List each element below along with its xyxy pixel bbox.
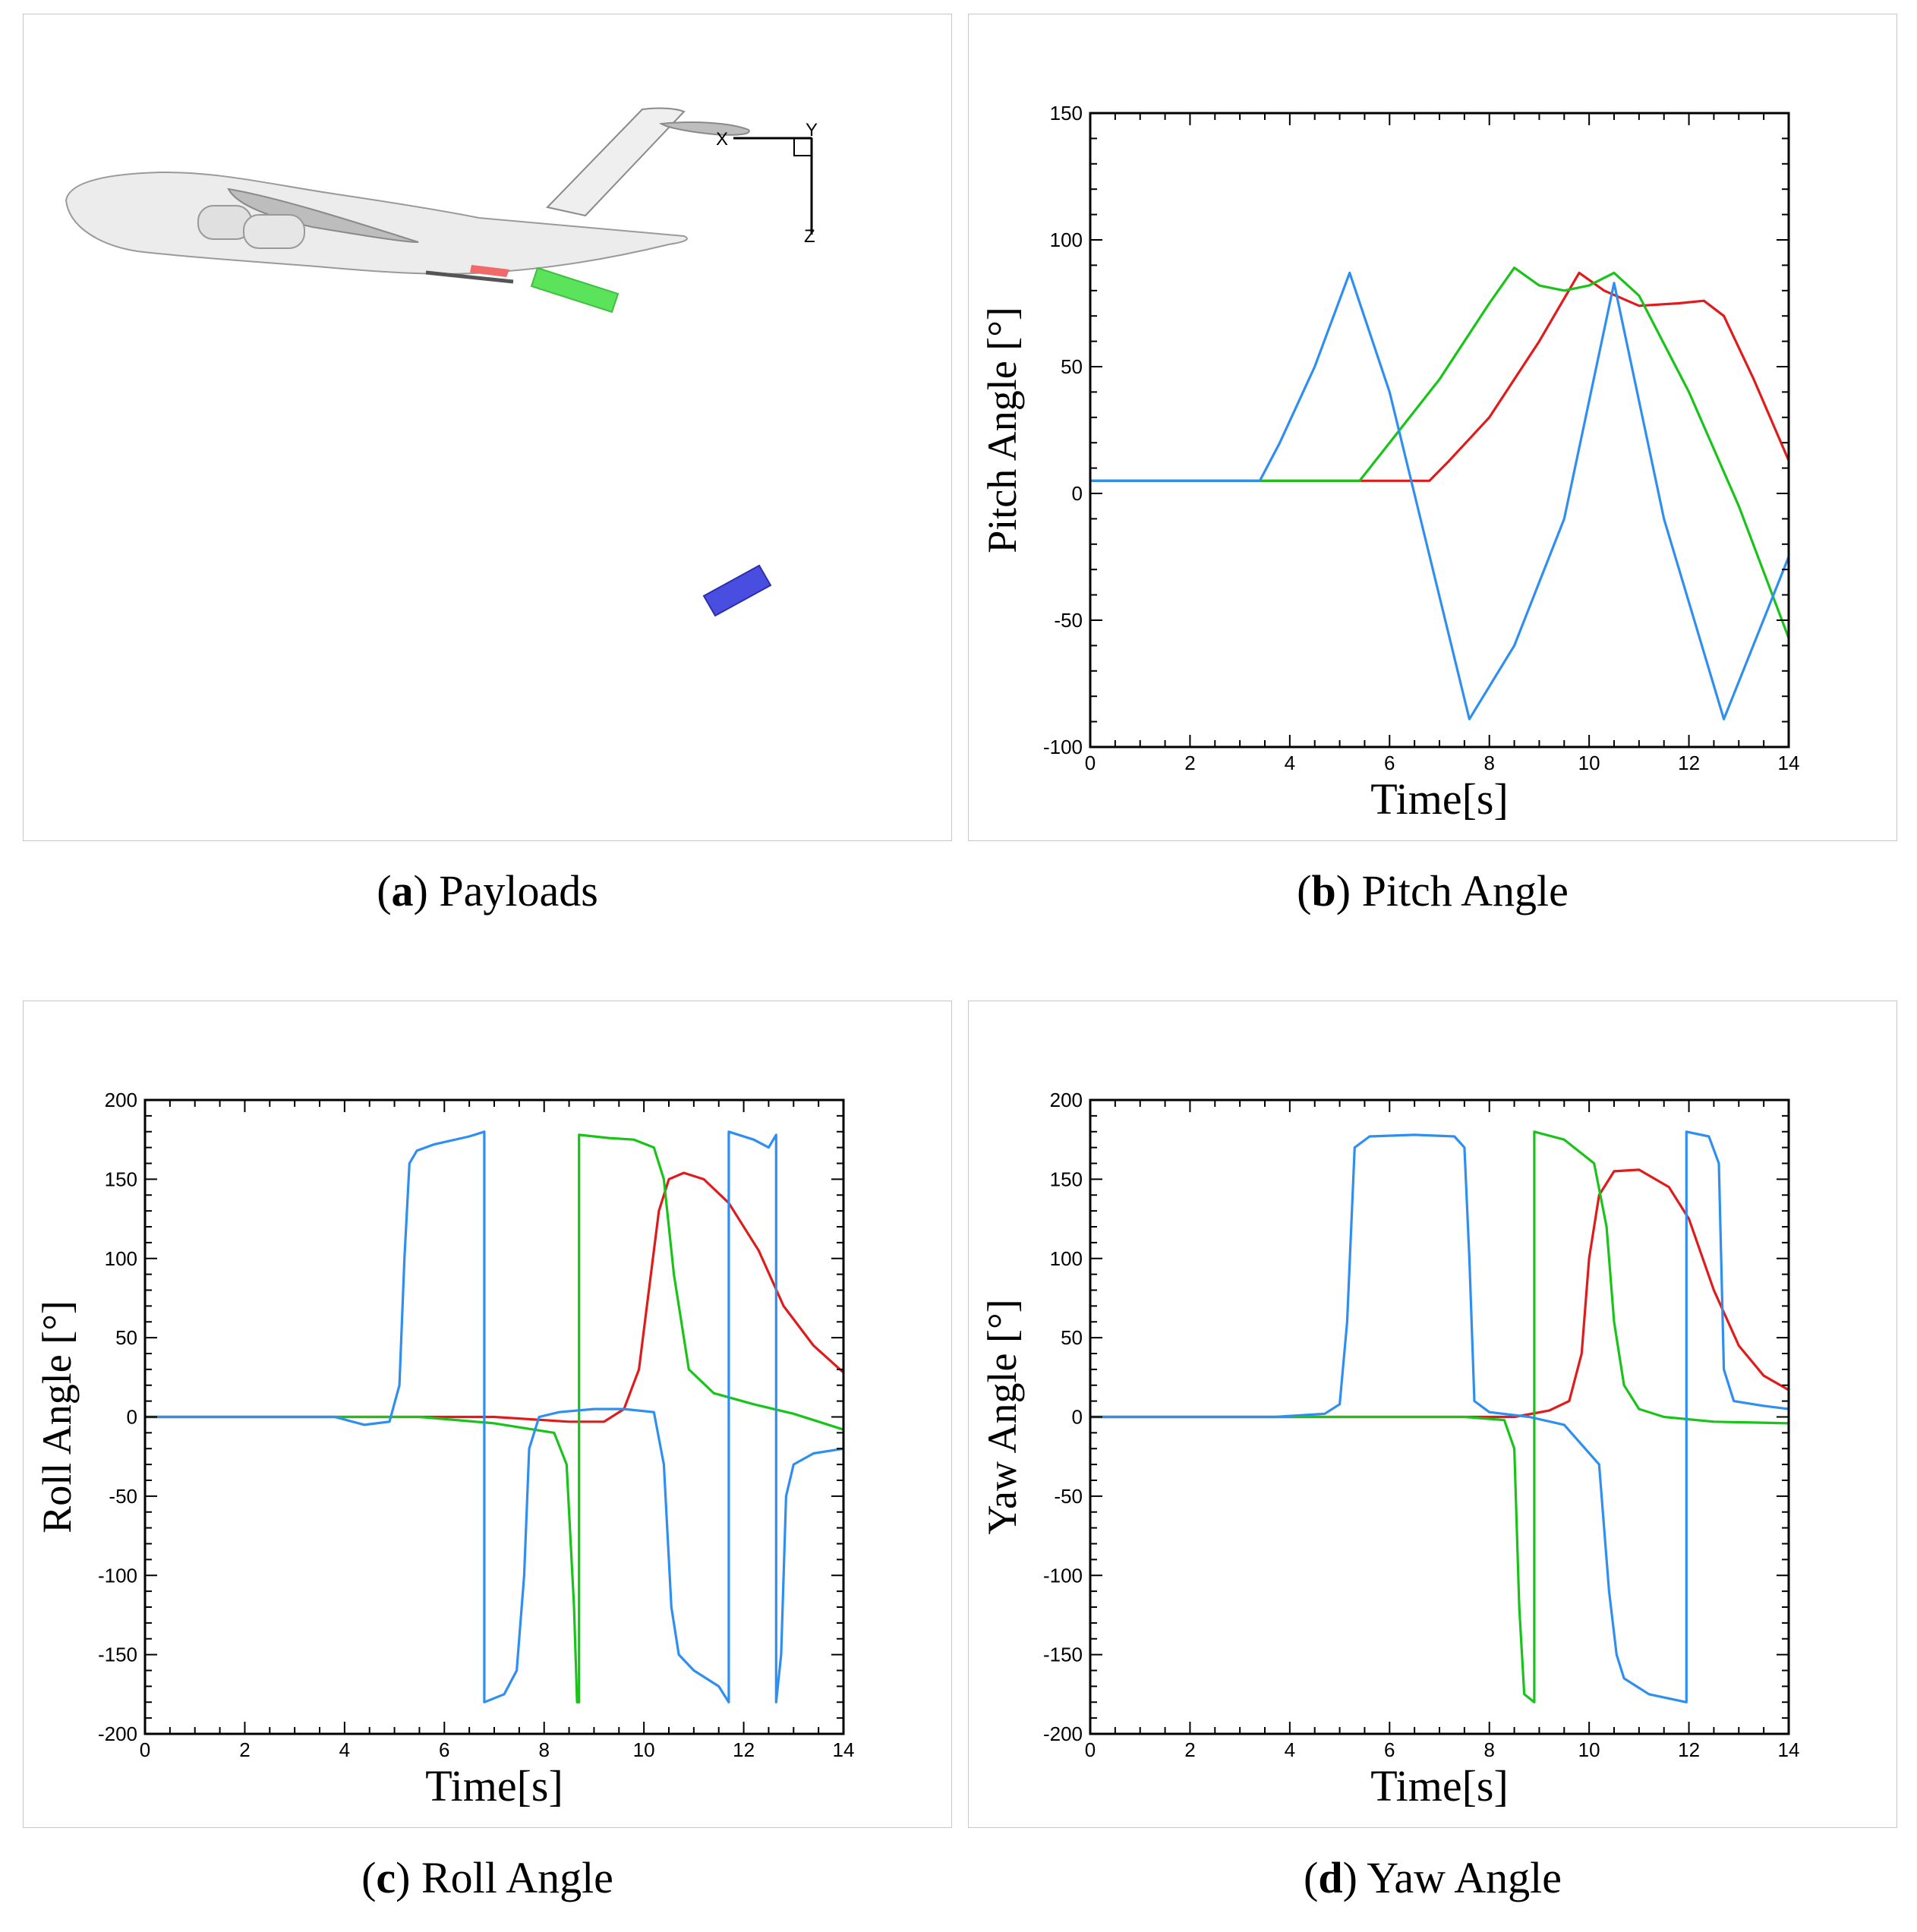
yaw-y-tick-label: 50	[1061, 1326, 1083, 1349]
caption-text: Yaw Angle	[1367, 1853, 1562, 1902]
yaw-x-tick-label: 2	[1184, 1738, 1195, 1761]
caption-letter: c	[376, 1853, 396, 1902]
roll-y-tick-label: -50	[109, 1485, 137, 1508]
pitch-y-tick-label: 0	[1072, 482, 1083, 505]
yaw-y-tick-label: -50	[1054, 1485, 1083, 1508]
roll-x-tick-label: 8	[538, 1738, 549, 1761]
roll-y-tick-label: -100	[98, 1564, 137, 1587]
roll-series-red	[145, 1171, 845, 1423]
caption-b: (b) Pitch Angle	[1297, 866, 1569, 916]
yaw-series-blue	[1090, 1130, 1789, 1704]
yaw-chart: 0 2 4 6 8 10 12 14 -200 -150 -100 -50 0 50 100 150 200 Ti…	[979, 1089, 1800, 1811]
pitch-y-tick-label: 50	[1061, 355, 1083, 378]
caption-letter: d	[1318, 1853, 1343, 1902]
roll-y-tick-label: -150	[98, 1644, 137, 1666]
pitch-x-tick-label: 6	[1384, 752, 1395, 774]
caption-a: (a) Payloads	[377, 866, 598, 916]
pitch-series-green	[1090, 266, 1790, 638]
aircraft-fuselage	[65, 171, 688, 275]
aircraft-tail-fin	[546, 107, 686, 217]
roll-x-tick-label: 6	[439, 1738, 449, 1761]
caption-c: (c) Roll Angle	[361, 1853, 613, 1902]
yaw-x-tick-label: 6	[1384, 1738, 1395, 1761]
yaw-series-green	[1090, 1130, 1789, 1704]
payloads-panel: X Y Z	[23, 14, 952, 841]
roll-x-tick-label: 4	[339, 1738, 350, 1761]
payload-red	[470, 265, 509, 277]
pitch-series-red	[1090, 271, 1790, 482]
roll-panel: 0 2 4 6 8 10 12 14 -200 -150 -100 -50 0 50 100 150 200 Ti…	[23, 1001, 952, 1828]
roll-chart: 0 2 4 6 8 10 12 14 -200 -150 -100 -50 0 50 100 150 200 Ti…	[34, 1089, 855, 1811]
roll-x-tick-label: 10	[633, 1738, 655, 1761]
yaw-y-tick-label: 100	[1050, 1247, 1083, 1270]
caption-text: Payloads	[439, 866, 598, 916]
roll-x-tick-label: 0	[140, 1738, 150, 1761]
caption-d: (d) Yaw Angle	[1303, 1853, 1562, 1902]
pitch-x-tick-label: 4	[1285, 752, 1295, 774]
roll-x-axis-label: Time[s]	[425, 1761, 563, 1811]
caption-text: Pitch Angle	[1361, 866, 1569, 916]
pitch-x-axis-label: Time[s]	[1370, 774, 1509, 824]
payload-blue	[702, 564, 772, 617]
aircraft-wing	[227, 188, 419, 243]
caption-letter: b	[1311, 866, 1336, 916]
yaw-series-red	[1090, 1168, 1789, 1419]
axis-label-y: Y	[806, 120, 818, 140]
payloads-scene: X Y Z	[65, 107, 818, 617]
roll-series-blue	[145, 1130, 844, 1704]
roll-y-tick-label: 0	[127, 1406, 137, 1429]
roll-y-tick-label: 50	[115, 1326, 137, 1349]
yaw-y-tick-label: 0	[1072, 1406, 1083, 1429]
pitch-plot-frame	[1089, 112, 1790, 749]
roll-y-tick-label: 100	[105, 1247, 137, 1270]
pitch-x-tick-label: 10	[1578, 752, 1600, 774]
pitch-series-blue	[1090, 271, 1790, 720]
roll-x-tick-label: 14	[833, 1738, 855, 1761]
pitch-y-tick-label: -50	[1054, 609, 1083, 632]
yaw-x-axis-label: Time[s]	[1370, 1761, 1509, 1811]
yaw-y-tick-label: 200	[1050, 1089, 1083, 1111]
pitch-panel: 0 2 4 6 8 10 12 14 -100 -50 0 50 100 150 Time[s] Pitch …	[968, 14, 1897, 841]
roll-x-tick-label: 2	[239, 1738, 250, 1761]
cargo-ramp	[425, 270, 514, 284]
axis-triad-box	[793, 137, 812, 156]
roll-y-tick-label: 200	[105, 1089, 137, 1111]
axis-label-x: X	[716, 129, 728, 150]
yaw-y-tick-label: -200	[1043, 1722, 1083, 1745]
pitch-y-tick-label: -100	[1043, 736, 1083, 758]
yaw-x-tick-label: 8	[1483, 1738, 1494, 1761]
aircraft-horizontal-stabilizer	[658, 121, 750, 136]
aircraft-engine	[243, 214, 305, 249]
pitch-y-tick-label: 100	[1050, 228, 1083, 251]
yaw-y-tick-label: 150	[1050, 1168, 1083, 1190]
yaw-y-tick-label: -150	[1043, 1644, 1083, 1666]
yaw-panel: 0 2 4 6 8 10 12 14 -200 -150 -100 -50 0 50 100 150 200 Ti…	[968, 1001, 1897, 1828]
pitch-x-tick-label: 8	[1483, 752, 1494, 774]
caption-text: Roll Angle	[421, 1853, 613, 1902]
yaw-y-axis-label: Yaw Angle [°]	[979, 1299, 1025, 1534]
yaw-x-tick-label: 14	[1778, 1738, 1800, 1761]
pitch-x-tick-label: 0	[1085, 752, 1096, 774]
roll-y-tick-label: 150	[105, 1168, 137, 1190]
pitch-x-tick-label: 2	[1184, 752, 1195, 774]
yaw-x-tick-label: 0	[1085, 1738, 1096, 1761]
pitch-y-axis-label: Pitch Angle [°]	[979, 307, 1025, 553]
caption-letter: a	[391, 866, 414, 916]
yaw-x-tick-label: 12	[1678, 1738, 1700, 1761]
pitch-x-tick-label: 14	[1778, 752, 1800, 774]
pitch-x-tick-label: 12	[1678, 752, 1700, 774]
pitch-y-tick-label: 150	[1050, 102, 1083, 124]
roll-y-tick-label: -200	[98, 1722, 137, 1745]
yaw-x-tick-label: 4	[1285, 1738, 1295, 1761]
roll-x-tick-label: 12	[733, 1738, 755, 1761]
roll-series-green	[145, 1133, 844, 1704]
roll-y-axis-label: Roll Angle [°]	[34, 1300, 80, 1533]
pitch-chart: 0 2 4 6 8 10 12 14 -100 -50 0 50 100 150 Time[s] Pitch …	[979, 102, 1800, 824]
payload-green	[530, 266, 620, 314]
axis-label-z: Z	[804, 226, 815, 247]
yaw-y-tick-label: -100	[1043, 1564, 1083, 1587]
yaw-x-tick-label: 10	[1578, 1738, 1600, 1761]
